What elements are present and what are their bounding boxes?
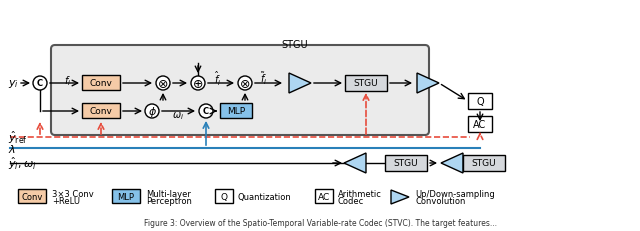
- FancyBboxPatch shape: [468, 94, 492, 109]
- FancyBboxPatch shape: [220, 103, 252, 119]
- Polygon shape: [441, 153, 463, 173]
- Text: Up/Down-sampling: Up/Down-sampling: [415, 190, 495, 199]
- Text: Convolution: Convolution: [415, 197, 465, 206]
- FancyBboxPatch shape: [215, 189, 233, 203]
- Polygon shape: [417, 74, 439, 94]
- Text: AC: AC: [474, 119, 486, 129]
- FancyBboxPatch shape: [463, 155, 505, 171]
- Text: $\otimes$: $\otimes$: [157, 77, 169, 90]
- Text: Conv: Conv: [90, 106, 113, 116]
- Text: Perceptron: Perceptron: [146, 197, 192, 206]
- Polygon shape: [391, 190, 409, 204]
- Text: $\hat{f}_i$: $\hat{f}_i$: [214, 70, 221, 88]
- Text: $\hat{y}_i, \omega_i$: $\hat{y}_i, \omega_i$: [8, 155, 36, 171]
- Text: $f_i$: $f_i$: [65, 74, 72, 88]
- Text: C: C: [203, 107, 209, 116]
- Text: AC: AC: [318, 193, 330, 202]
- FancyBboxPatch shape: [18, 189, 46, 203]
- Text: Multi-layer: Multi-layer: [146, 190, 191, 199]
- Text: MLP: MLP: [118, 193, 134, 202]
- Text: STGU: STGU: [282, 40, 308, 50]
- Text: Conv: Conv: [21, 193, 43, 202]
- FancyBboxPatch shape: [82, 103, 120, 119]
- Text: Codec: Codec: [338, 197, 364, 206]
- Circle shape: [238, 77, 252, 91]
- Text: $\omega_i$: $\omega_i$: [172, 110, 184, 121]
- Circle shape: [33, 77, 47, 91]
- Text: STGU: STGU: [472, 159, 496, 168]
- Polygon shape: [344, 153, 366, 173]
- Text: +ReLU: +ReLU: [52, 197, 80, 206]
- FancyBboxPatch shape: [51, 46, 429, 135]
- Text: Q: Q: [221, 193, 227, 202]
- FancyBboxPatch shape: [315, 189, 333, 203]
- Text: $\oplus$: $\oplus$: [193, 77, 204, 90]
- Circle shape: [156, 77, 170, 91]
- FancyBboxPatch shape: [345, 76, 387, 92]
- FancyBboxPatch shape: [385, 155, 427, 171]
- Circle shape: [199, 105, 213, 119]
- Circle shape: [191, 77, 205, 91]
- Text: Quantization: Quantization: [238, 193, 292, 202]
- Text: C: C: [37, 79, 43, 88]
- Text: Conv: Conv: [90, 79, 113, 88]
- Polygon shape: [289, 74, 311, 94]
- FancyBboxPatch shape: [112, 189, 140, 203]
- Text: $\otimes$: $\otimes$: [239, 77, 251, 90]
- Text: $\hat{y}_\mathrm{ref}$: $\hat{y}_\mathrm{ref}$: [8, 129, 28, 146]
- FancyBboxPatch shape: [82, 76, 120, 91]
- Text: MLP: MLP: [227, 106, 245, 116]
- Text: Arithmetic: Arithmetic: [338, 190, 382, 199]
- Text: Figure 3: Overview of the Spatio-Temporal Variable-rate Codec (STVC). The target: Figure 3: Overview of the Spatio-Tempora…: [143, 219, 497, 228]
- Text: 3×3 Conv: 3×3 Conv: [52, 190, 93, 199]
- Text: Q: Q: [476, 97, 484, 106]
- Text: STGU: STGU: [394, 159, 419, 168]
- Circle shape: [145, 105, 159, 119]
- Text: $y_i$: $y_i$: [8, 78, 19, 90]
- Text: STGU: STGU: [354, 79, 378, 88]
- Text: $\phi$: $\phi$: [147, 105, 157, 119]
- Text: $\tilde{f}_i$: $\tilde{f}_i$: [260, 70, 268, 87]
- Text: $\lambda$: $\lambda$: [8, 142, 16, 154]
- FancyBboxPatch shape: [468, 116, 492, 132]
